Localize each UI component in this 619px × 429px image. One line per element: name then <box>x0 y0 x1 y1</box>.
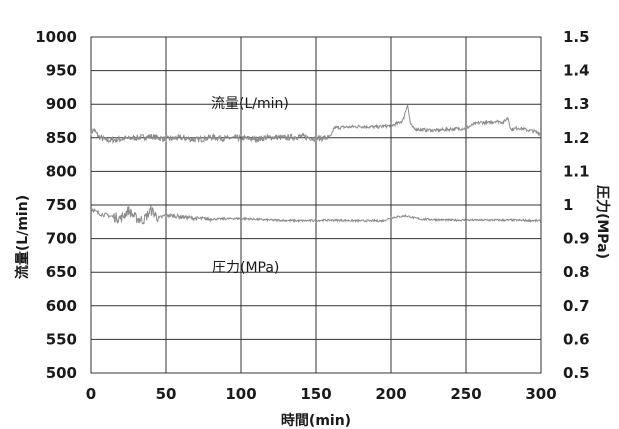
right-tick-label: 1.2 <box>563 129 590 147</box>
right-axis-title: 圧力(MPa) <box>594 185 611 259</box>
x-tick-label: 150 <box>300 385 331 403</box>
flow-series-line <box>90 104 542 145</box>
x-tick-label: 100 <box>225 385 256 403</box>
right-tick-label: 0.7 <box>563 297 590 315</box>
right-axis-ticks: 0.5 0.6 0.7 0.8 0.9 1 1.1 1.2 1.3 1.4 1.5 <box>563 28 590 382</box>
left-tick-label: 850 <box>46 129 77 147</box>
right-tick-label: 1.5 <box>563 28 590 46</box>
right-tick-label: 0.8 <box>563 263 590 281</box>
series-label-pressure: 圧力(MPa) <box>212 260 279 276</box>
right-tick-label: 1.1 <box>563 162 590 180</box>
series-label-flow: 流量(L/min) <box>211 96 289 112</box>
right-tick-label: 1.4 <box>563 62 590 80</box>
plot-frame <box>90 36 542 374</box>
x-tick-label: 50 <box>156 385 177 403</box>
right-tick-label: 1.3 <box>563 95 590 113</box>
x-tick-label: 250 <box>450 385 481 403</box>
left-tick-label: 650 <box>46 263 77 281</box>
left-tick-label: 500 <box>46 364 77 382</box>
x-tick-label: 0 <box>86 385 96 403</box>
left-tick-label: 700 <box>46 230 77 248</box>
gridlines <box>90 36 542 374</box>
right-tick-label: 1 <box>563 196 573 214</box>
axes <box>90 36 542 374</box>
x-tick-label: 200 <box>375 385 406 403</box>
left-tick-label: 1000 <box>35 28 77 46</box>
series-layer <box>90 104 542 225</box>
left-tick-label: 800 <box>46 162 77 180</box>
pressure-series-line <box>90 205 542 225</box>
left-tick-label: 750 <box>46 196 77 214</box>
left-tick-label: 600 <box>46 297 77 315</box>
left-tick-label: 950 <box>46 62 77 80</box>
right-tick-label: 0.6 <box>563 330 590 348</box>
left-tick-label: 900 <box>46 95 77 113</box>
right-tick-label: 0.5 <box>563 364 590 382</box>
x-tick-label: 300 <box>525 385 556 403</box>
left-axis-title: 流量(L/min) <box>14 195 31 279</box>
left-tick-label: 550 <box>46 330 77 348</box>
x-axis-title: 時間(min) <box>281 412 351 429</box>
right-tick-label: 0.9 <box>563 230 590 248</box>
left-axis-ticks: 500 550 600 650 700 750 800 850 900 950 1000 <box>35 28 77 382</box>
x-axis-ticks: 0 50 100 150 200 250 300 <box>86 385 557 403</box>
